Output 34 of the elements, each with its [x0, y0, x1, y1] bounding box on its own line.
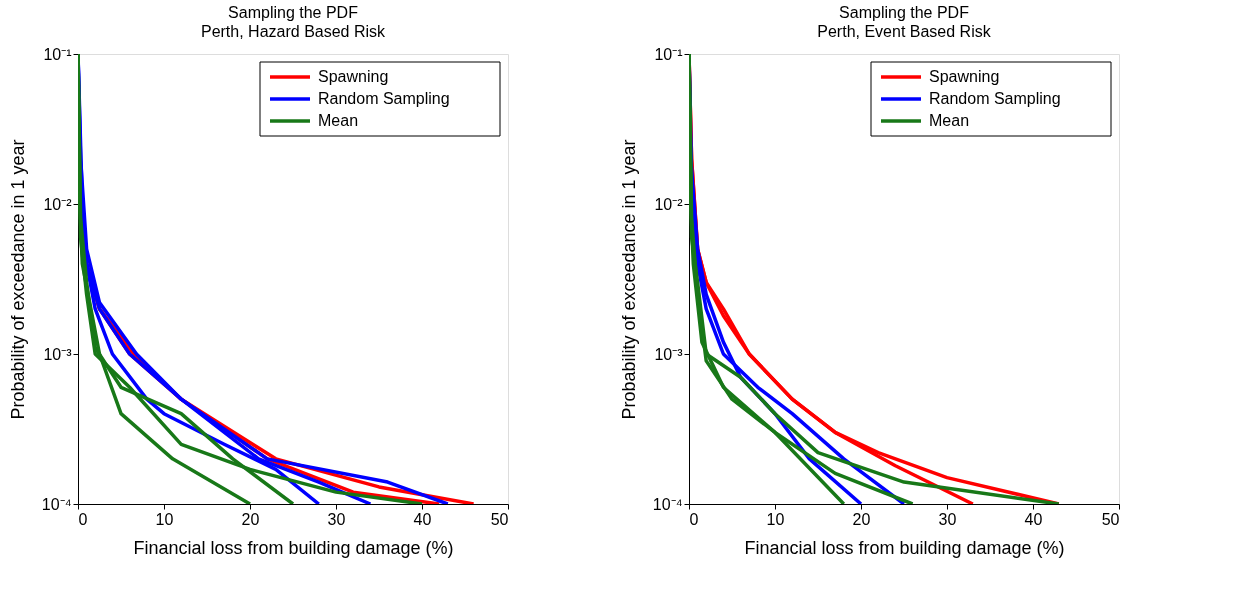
x-tick-label: 50	[490, 510, 509, 528]
x-tick-label: 40	[413, 510, 432, 528]
legend-label: Random Sampling	[929, 90, 1061, 107]
chart-subtitle: Perth, Hazard Based Risk	[200, 23, 387, 40]
x-tick-label: 20	[852, 510, 871, 528]
y-tick-label: 10⁻³	[43, 345, 73, 363]
legend-label: Mean	[929, 112, 970, 129]
x-tick-label: 50	[1101, 510, 1120, 528]
x-tick-label: 0	[689, 510, 699, 528]
x-axis-title: Financial loss from building damage (%)	[744, 537, 1065, 558]
x-tick-label: 10	[766, 510, 785, 528]
y-tick-label: 10⁻²	[654, 195, 684, 213]
legend-label: Spawning	[318, 68, 389, 85]
chart-title: Sampling the PDF	[228, 4, 359, 21]
y-tick-label: 10⁻⁴	[652, 495, 683, 513]
y-tick-label: 10⁻⁴	[41, 495, 72, 513]
x-tick-label: 20	[241, 510, 260, 528]
y-tick-label: 10⁻¹	[43, 45, 72, 63]
chart-title: Sampling the PDF	[839, 4, 970, 21]
y-tick-label: 10⁻²	[43, 195, 73, 213]
y-axis-title: Probability of exceedance in 1 year	[7, 139, 28, 420]
y-tick-label: 10⁻¹	[654, 45, 683, 63]
x-axis-title: Financial loss from building damage (%)	[133, 537, 454, 558]
x-tick-label: 40	[1024, 510, 1043, 528]
x-tick-label: 10	[155, 510, 174, 528]
legend-label: Spawning	[929, 68, 1000, 85]
chart-subtitle: Perth, Event Based Risk	[817, 23, 992, 40]
legend-label: Mean	[318, 112, 359, 129]
x-tick-label: 30	[938, 510, 957, 528]
x-tick-label: 30	[327, 510, 346, 528]
y-tick-label: 10⁻³	[654, 345, 684, 363]
legend-label: Random Sampling	[318, 90, 450, 107]
x-tick-label: 0	[78, 510, 88, 528]
y-axis-title: Probability of exceedance in 1 year	[618, 139, 639, 420]
